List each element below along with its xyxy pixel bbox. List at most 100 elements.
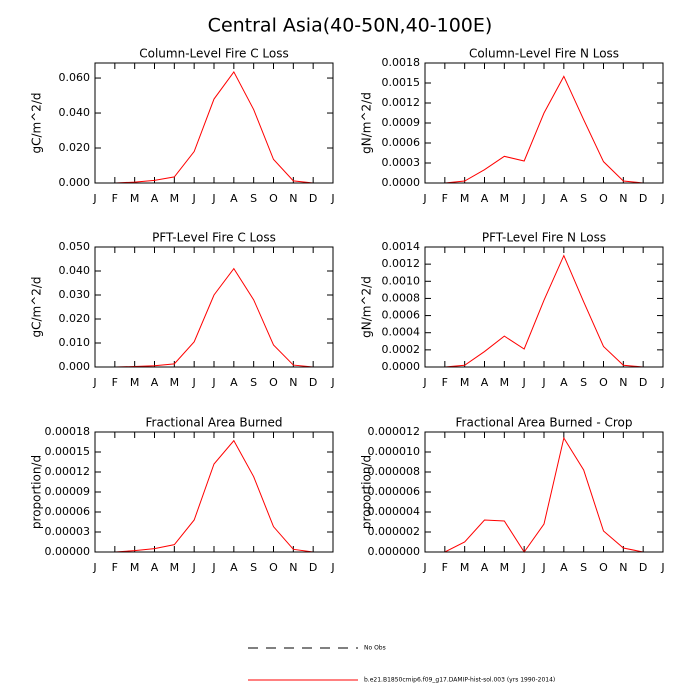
panel-title: Column-Level Fire C Loss <box>139 47 289 61</box>
x-tick-label: J <box>211 192 215 205</box>
y-tick-label: 0.000008 <box>368 465 421 478</box>
y-tick-label: 0.0006 <box>382 309 421 322</box>
x-tick-label: J <box>92 376 96 389</box>
y-tick-label: 0.040 <box>59 106 91 119</box>
x-tick-label: F <box>112 561 118 574</box>
y-tick-label: 0.00018 <box>45 425 91 438</box>
x-tick-label: A <box>560 192 568 205</box>
x-tick-label: S <box>580 376 587 389</box>
data-line <box>95 70 333 184</box>
y-tick-label: 0.000012 <box>368 425 421 438</box>
plot-frame <box>94 246 334 368</box>
x-tick-label: N <box>289 192 297 205</box>
x-tick-label: M <box>460 192 470 205</box>
y-tick-label: 0.00012 <box>45 465 91 478</box>
x-tick-label: N <box>619 561 627 574</box>
x-tick-label: J <box>330 192 334 205</box>
y-tick-label: 0.00003 <box>45 525 91 538</box>
x-tick-label: A <box>481 561 489 574</box>
plot-frame <box>424 62 664 184</box>
x-tick-label: A <box>230 376 238 389</box>
x-tick-label: M <box>170 561 180 574</box>
y-tick-label: 0.0004 <box>382 326 421 339</box>
y-tick-label: 0.020 <box>59 312 91 325</box>
y-tick-label: 0.0006 <box>382 136 421 149</box>
plot-frame <box>424 431 664 553</box>
x-tick-label: J <box>660 376 664 389</box>
plot-frame <box>94 431 334 553</box>
y-tick-label: 0.0015 <box>382 76 421 89</box>
y-tick-label: 0.0010 <box>382 274 421 287</box>
x-tick-label: A <box>151 376 159 389</box>
y-tick-label: 0.0012 <box>382 257 421 270</box>
x-tick-label: M <box>170 376 180 389</box>
x-tick-label: M <box>460 561 470 574</box>
x-tick-label: J <box>192 192 196 205</box>
x-tick-label: D <box>309 561 317 574</box>
x-tick-label: J <box>541 376 545 389</box>
x-tick-label: F <box>442 561 448 574</box>
x-tick-label: M <box>170 192 180 205</box>
plot-frame <box>94 62 334 184</box>
y-tick-label: 0.0012 <box>382 96 421 109</box>
data-line <box>425 436 663 553</box>
x-tick-label: J <box>422 192 426 205</box>
x-tick-label: N <box>289 561 297 574</box>
y-tick-label: 0.060 <box>59 71 91 84</box>
y-axis-label: gN/m^2/d <box>360 276 374 338</box>
legend-label: b.e21.B1850cmip6.f09_g17.DAMIP-hist-sol.… <box>364 677 555 684</box>
y-tick-label: 0.0008 <box>382 291 421 304</box>
x-tick-label: S <box>580 192 587 205</box>
x-tick-label: J <box>330 376 334 389</box>
x-tick-label: F <box>112 376 118 389</box>
x-tick-label: O <box>269 561 278 574</box>
x-tick-label: J <box>92 192 96 205</box>
x-tick-label: M <box>500 561 510 574</box>
panel-title: PFT-Level Fire N Loss <box>482 231 606 245</box>
x-tick-label: J <box>330 561 334 574</box>
data-line <box>425 75 663 184</box>
y-axis-label: proportion/d <box>360 455 374 529</box>
x-tick-label: O <box>599 192 608 205</box>
y-tick-label: 0.0000 <box>382 176 421 189</box>
y-tick-label: 0.010 <box>59 336 91 349</box>
x-tick-label: J <box>192 561 196 574</box>
x-tick-label: A <box>151 192 159 205</box>
y-tick-label: 0.0002 <box>382 343 421 356</box>
x-tick-label: M <box>130 192 140 205</box>
y-tick-label: 0.020 <box>59 141 91 154</box>
x-tick-label: O <box>599 561 608 574</box>
data-line <box>95 439 333 553</box>
x-tick-label: J <box>522 376 526 389</box>
x-tick-label: J <box>92 561 96 574</box>
x-tick-label: J <box>192 376 196 389</box>
x-tick-label: A <box>560 561 568 574</box>
y-axis-label: proportion/d <box>30 455 44 529</box>
y-tick-label: 0.000004 <box>368 505 421 518</box>
y-tick-label: 0.000006 <box>368 485 421 498</box>
y-tick-label: 0.00009 <box>45 485 91 498</box>
x-tick-label: D <box>639 192 647 205</box>
x-tick-label: M <box>500 376 510 389</box>
y-tick-label: 0.000 <box>59 360 91 373</box>
plot-frame <box>424 246 664 368</box>
x-tick-label: O <box>269 192 278 205</box>
x-tick-label: S <box>580 561 587 574</box>
x-tick-label: J <box>522 561 526 574</box>
panel-title: Fractional Area Burned - Crop <box>456 416 633 430</box>
y-tick-label: 0.040 <box>59 264 91 277</box>
x-tick-label: M <box>130 561 140 574</box>
y-axis-label: gC/m^2/d <box>30 92 44 153</box>
x-tick-label: F <box>442 192 448 205</box>
panel-title: Column-Level Fire N Loss <box>469 47 619 61</box>
x-tick-label: J <box>211 561 215 574</box>
x-tick-label: O <box>599 376 608 389</box>
x-tick-label: N <box>289 376 297 389</box>
x-tick-label: J <box>541 561 545 574</box>
x-tick-label: S <box>250 561 257 574</box>
x-tick-label: A <box>230 561 238 574</box>
x-tick-label: F <box>442 376 448 389</box>
x-tick-label: J <box>422 376 426 389</box>
y-tick-label: 0.000002 <box>368 525 421 538</box>
